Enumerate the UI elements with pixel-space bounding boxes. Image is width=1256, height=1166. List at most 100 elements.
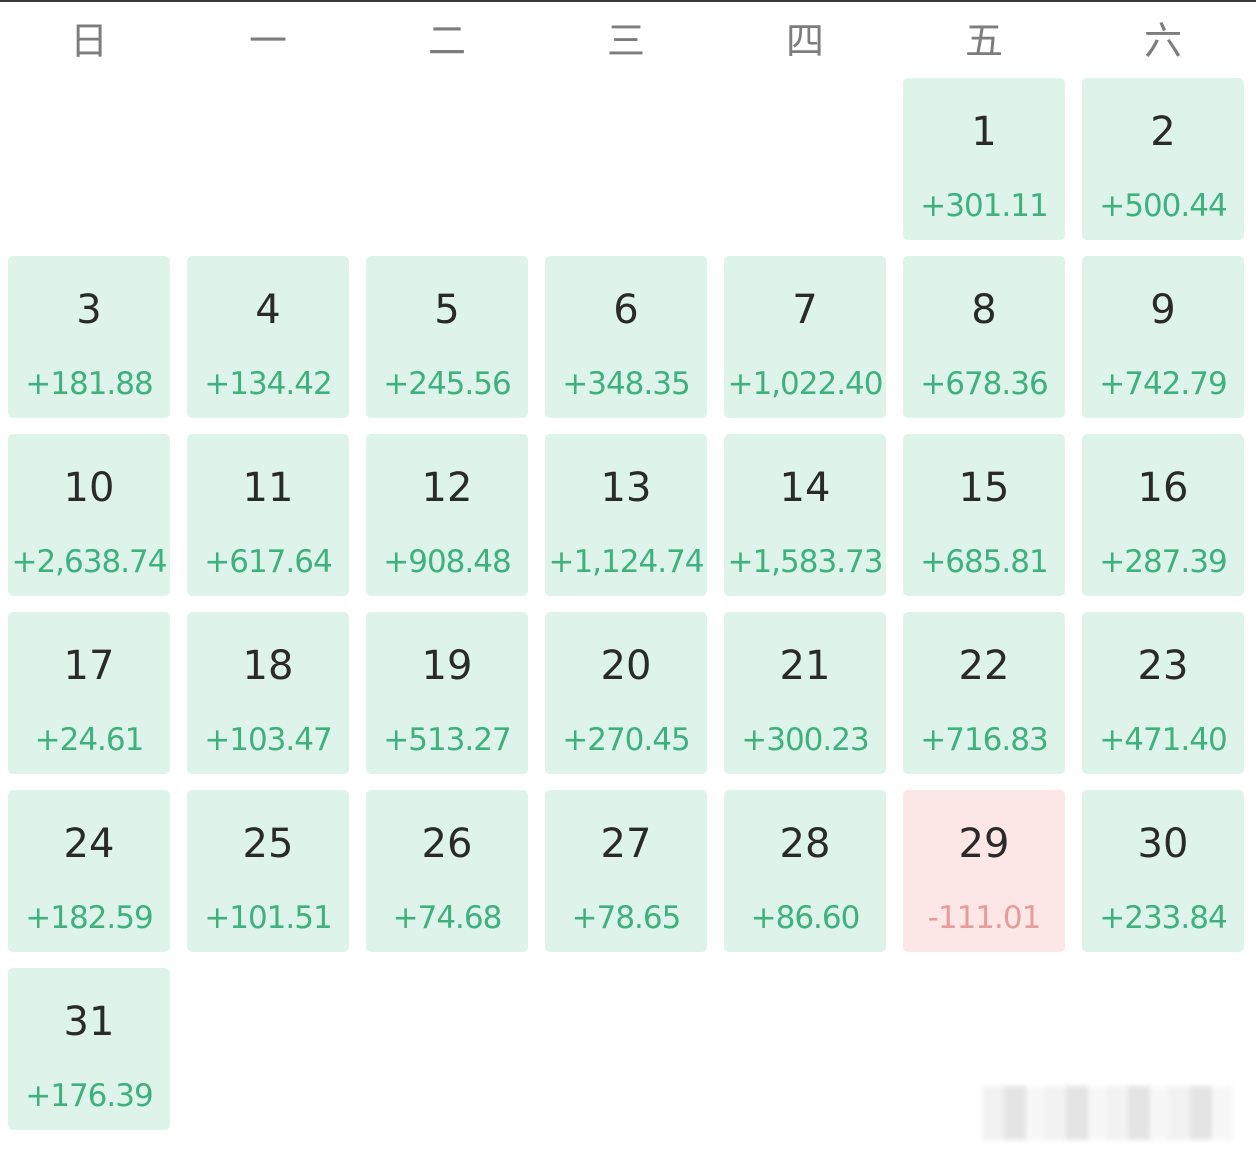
day-profit-amount: +716.83 [920, 722, 1048, 758]
day-number: 8 [971, 287, 997, 333]
day-profit-amount: +287.39 [1099, 544, 1227, 580]
day-number: 1 [971, 109, 997, 155]
calendar-day-cell[interactable]: 28 +86.60 [724, 790, 886, 952]
day-profit-amount: +301.11 [920, 188, 1048, 224]
day-number: 11 [242, 465, 294, 511]
day-profit-amount: +270.45 [562, 722, 690, 758]
calendar-day-cell[interactable]: 18 +103.47 [187, 612, 349, 774]
calendar-day-cell[interactable]: 9 +742.79 [1082, 256, 1244, 418]
day-profit-amount: +74.68 [392, 900, 503, 936]
day-number: 4 [255, 287, 281, 333]
calendar-day-cell[interactable]: 27 +78.65 [545, 790, 707, 952]
weekday-label: 六 [1143, 19, 1182, 63]
calendar-day-cell[interactable]: 26 +74.68 [366, 790, 528, 952]
calendar-day-cell[interactable]: 16 +287.39 [1082, 434, 1244, 596]
calendar-day-cell[interactable]: 23 +471.40 [1082, 612, 1244, 774]
day-number: 2 [1150, 109, 1176, 155]
calendar-day-cell[interactable]: 7 +1,022.40 [724, 256, 886, 418]
day-number: 20 [600, 643, 652, 689]
day-profit-amount: +1,583.73 [727, 544, 883, 580]
calendar-day-cell[interactable]: 11 +617.64 [187, 434, 349, 596]
day-profit-amount: +678.36 [920, 366, 1048, 402]
day-profit-amount: +176.39 [25, 1078, 153, 1114]
day-number: 28 [779, 821, 831, 867]
day-profit-amount: +245.56 [383, 366, 511, 402]
calendar-day-cell[interactable]: 21 +300.23 [724, 612, 886, 774]
day-number: 29 [958, 821, 1010, 867]
calendar-day-cell[interactable]: 5 +245.56 [366, 256, 528, 418]
calendar-day-cell[interactable]: 10 +2,638.74 [8, 434, 170, 596]
day-number: 25 [242, 821, 294, 867]
calendar-day-cell[interactable]: 24 +182.59 [8, 790, 170, 952]
calendar-day-cell[interactable]: 12 +908.48 [366, 434, 528, 596]
day-number: 13 [600, 465, 652, 511]
day-loss-amount: -111.01 [927, 900, 1042, 936]
day-profit-amount: +1,022.40 [727, 366, 883, 402]
calendar-day-cell[interactable]: 20 +270.45 [545, 612, 707, 774]
day-number: 26 [421, 821, 473, 867]
day-profit-amount: +348.35 [562, 366, 690, 402]
weekday-label: 五 [964, 19, 1003, 63]
day-profit-amount: +742.79 [1099, 366, 1227, 402]
weekday-header-row: 日 一 二 三 四 五 六 [0, 0, 1256, 80]
day-profit-amount: +300.23 [741, 722, 869, 758]
watermark [982, 1086, 1232, 1140]
day-number: 17 [63, 643, 115, 689]
day-number: 21 [779, 643, 831, 689]
day-profit-amount: +617.64 [204, 544, 332, 580]
weekday-label: 四 [785, 19, 824, 63]
day-number: 31 [63, 999, 115, 1045]
day-number: 10 [63, 465, 115, 511]
day-profit-amount: +2,638.74 [11, 544, 167, 580]
day-profit-amount: +908.48 [383, 544, 511, 580]
calendar-day-cell[interactable]: 13 +1,124.74 [545, 434, 707, 596]
day-number: 19 [421, 643, 473, 689]
day-number: 23 [1137, 643, 1189, 689]
day-profit-amount: +101.51 [204, 900, 332, 936]
weekday-label: 三 [606, 19, 645, 63]
calendar-day-cell[interactable]: 30 +233.84 [1082, 790, 1244, 952]
day-profit-amount: +471.40 [1099, 722, 1227, 758]
day-number: 12 [421, 465, 473, 511]
calendar-day-cell[interactable]: 19 +513.27 [366, 612, 528, 774]
top-divider [0, 0, 1256, 2]
day-profit-amount: +513.27 [383, 722, 511, 758]
day-profit-amount: +134.42 [204, 366, 332, 402]
day-number: 6 [613, 287, 639, 333]
day-profit-amount: +685.81 [920, 544, 1048, 580]
calendar-day-cell[interactable]: 4 +134.42 [187, 256, 349, 418]
day-profit-amount: +233.84 [1099, 900, 1227, 936]
calendar-day-cell[interactable]: 22 +716.83 [903, 612, 1065, 774]
day-profit-amount: +103.47 [204, 722, 332, 758]
day-profit-amount: +86.60 [750, 900, 861, 936]
day-number: 30 [1137, 821, 1189, 867]
day-number: 18 [242, 643, 294, 689]
day-number: 24 [63, 821, 115, 867]
calendar-day-cell[interactable]: 25 +101.51 [187, 790, 349, 952]
day-profit-amount: +78.65 [571, 900, 682, 936]
calendar-day-cell[interactable]: 17 +24.61 [8, 612, 170, 774]
weekday-label: 日 [69, 19, 108, 63]
day-number: 16 [1137, 465, 1189, 511]
weekday-label: 一 [248, 19, 287, 63]
calendar-day-cell[interactable]: 8 +678.36 [903, 256, 1065, 418]
day-profit-amount: +1,124.74 [548, 544, 704, 580]
day-number: 22 [958, 643, 1010, 689]
calendar-day-cell[interactable]: 2 +500.44 [1082, 78, 1244, 240]
day-number: 15 [958, 465, 1010, 511]
day-profit-amount: +181.88 [25, 366, 153, 402]
calendar-day-cell[interactable]: 6 +348.35 [545, 256, 707, 418]
calendar-day-cell[interactable]: 15 +685.81 [903, 434, 1065, 596]
calendar-day-cell[interactable]: 31 +176.39 [8, 968, 170, 1130]
day-number: 9 [1150, 287, 1176, 333]
day-profit-amount: +182.59 [25, 900, 153, 936]
calendar-day-cell[interactable]: 29 -111.01 [903, 790, 1065, 952]
day-number: 7 [792, 287, 818, 333]
day-number: 27 [600, 821, 652, 867]
calendar-day-cell[interactable]: 3 +181.88 [8, 256, 170, 418]
day-profit-amount: +500.44 [1099, 188, 1227, 224]
day-number: 5 [434, 287, 460, 333]
day-number: 14 [779, 465, 831, 511]
calendar-day-cell[interactable]: 1 +301.11 [903, 78, 1065, 240]
calendar-day-cell[interactable]: 14 +1,583.73 [724, 434, 886, 596]
